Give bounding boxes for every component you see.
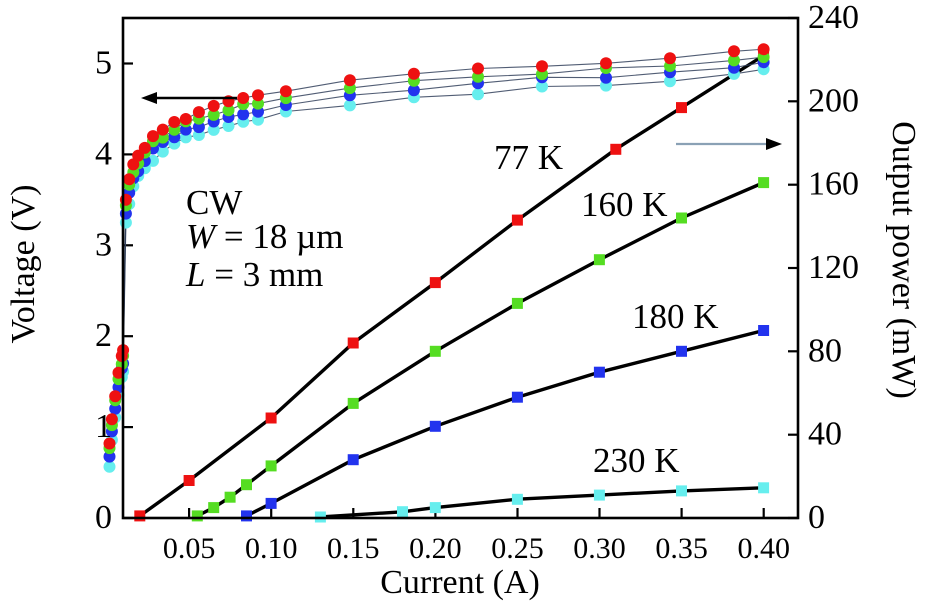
svg-text:40: 40 (808, 416, 842, 453)
svg-text:4: 4 (95, 135, 112, 172)
svg-text:3: 3 (95, 226, 112, 263)
svg-text:0.40: 0.40 (737, 532, 790, 565)
svg-text:0.20: 0.20 (409, 532, 462, 565)
svg-text:180 K: 180 K (632, 297, 719, 336)
svg-text:Voltage (V): Voltage (V) (5, 185, 42, 344)
svg-text:1: 1 (95, 408, 112, 445)
svg-text:0: 0 (808, 499, 825, 536)
svg-text:0.05: 0.05 (163, 532, 216, 565)
svg-text:160 K: 160 K (581, 185, 668, 224)
svg-text:Current (A): Current (A) (380, 564, 540, 601)
svg-text:W = 18 µm: W = 18 µm (186, 217, 344, 256)
svg-text:120: 120 (808, 249, 859, 286)
svg-text:0.30: 0.30 (573, 532, 626, 565)
svg-text:0.15: 0.15 (327, 532, 380, 565)
svg-text:240: 240 (808, 0, 859, 36)
svg-text:Output power (mW): Output power (mW) (885, 121, 922, 399)
svg-text:L = 3 mm: L = 3 mm (185, 255, 323, 294)
svg-text:160: 160 (808, 166, 859, 203)
svg-text:0.25: 0.25 (491, 532, 544, 565)
svg-text:200: 200 (808, 82, 859, 119)
svg-text:0: 0 (95, 499, 112, 536)
svg-text:77 K: 77 K (494, 138, 563, 177)
svg-text:230 K: 230 K (593, 441, 680, 480)
svg-text:0.35: 0.35 (655, 532, 708, 565)
svg-text:2: 2 (95, 317, 112, 354)
svg-text:0.10: 0.10 (245, 532, 298, 565)
svg-text:5: 5 (95, 45, 112, 82)
svg-text:80: 80 (808, 332, 842, 369)
